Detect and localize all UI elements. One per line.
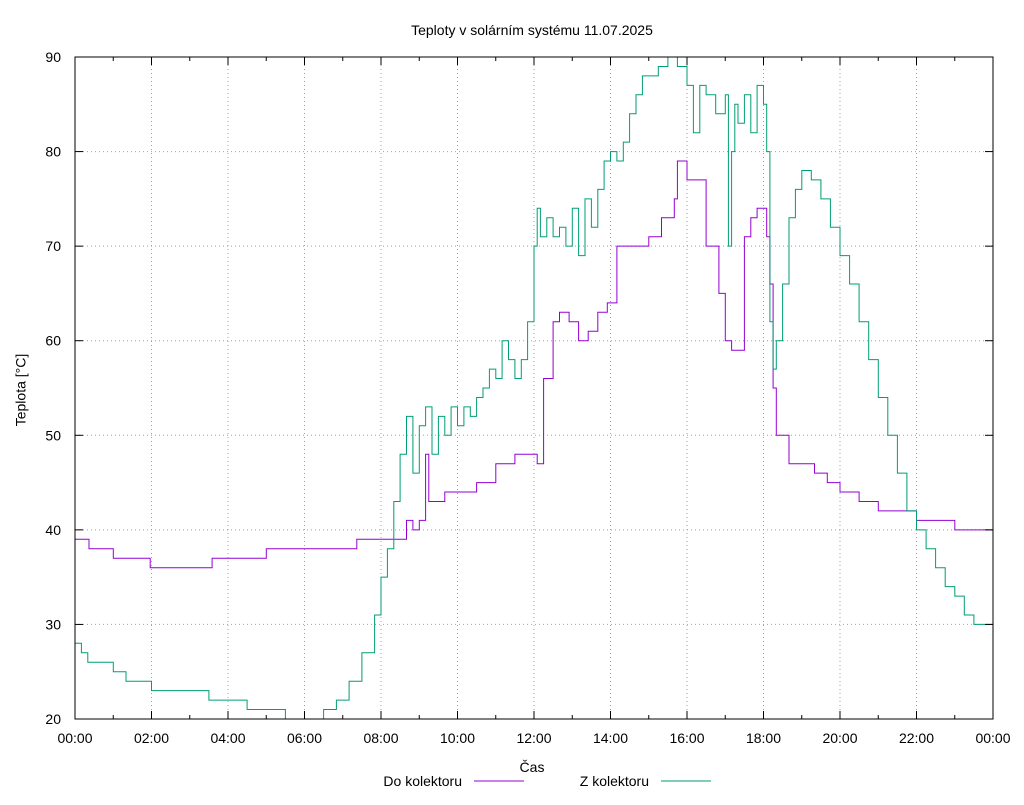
tick-layer: 00:00 02:00 04:00 06:00 08:00 10:00 12:00 14:00… — [45, 49, 1010, 746]
legend-label: Do kolektoru — [383, 773, 462, 789]
x-tick-label: 02:00 — [134, 730, 169, 746]
x-tick-label: 14:00 — [593, 730, 628, 746]
x-tick-label: 20:00 — [822, 730, 857, 746]
y-tick-label: 20 — [45, 711, 61, 727]
y-tick-label: 30 — [45, 616, 61, 632]
y-tick-label: 70 — [45, 238, 61, 254]
x-tick-label: 16:00 — [669, 730, 704, 746]
legend-label: Z kolektoru — [580, 773, 649, 789]
y-tick-label: 60 — [45, 333, 61, 349]
series-line-z-kolektoru — [75, 56, 993, 720]
x-tick-label: 04:00 — [210, 730, 245, 746]
x-tick-label: 18:00 — [746, 730, 781, 746]
plot-frame — [74, 56, 994, 720]
x-tick-label: 00:00 — [57, 730, 92, 746]
x-tick-label: 22:00 — [899, 730, 934, 746]
x-tick-label: 08:00 — [363, 730, 398, 746]
x-tick-label: 00:00 — [975, 730, 1010, 746]
y-tick-label: 40 — [45, 522, 61, 538]
x-tick-label: 10:00 — [440, 730, 475, 746]
grid-layer — [75, 57, 993, 719]
x-axis-label: Čas — [520, 759, 545, 775]
y-tick-label: 90 — [45, 49, 61, 65]
legend: Do kolektoru Z kolektoru — [383, 773, 711, 789]
x-tick-label: 12:00 — [516, 730, 551, 746]
y-tick-label: 80 — [45, 144, 61, 160]
y-axis-label: Teplota [°C] — [13, 354, 29, 427]
y-tick-label: 50 — [45, 427, 61, 443]
x-tick-label: 06:00 — [287, 730, 322, 746]
series-layer — [75, 56, 994, 720]
chart-title: Teploty v solárním systému 11.07.2025 — [411, 22, 653, 38]
series-line-do-kolektoru — [75, 160, 994, 569]
